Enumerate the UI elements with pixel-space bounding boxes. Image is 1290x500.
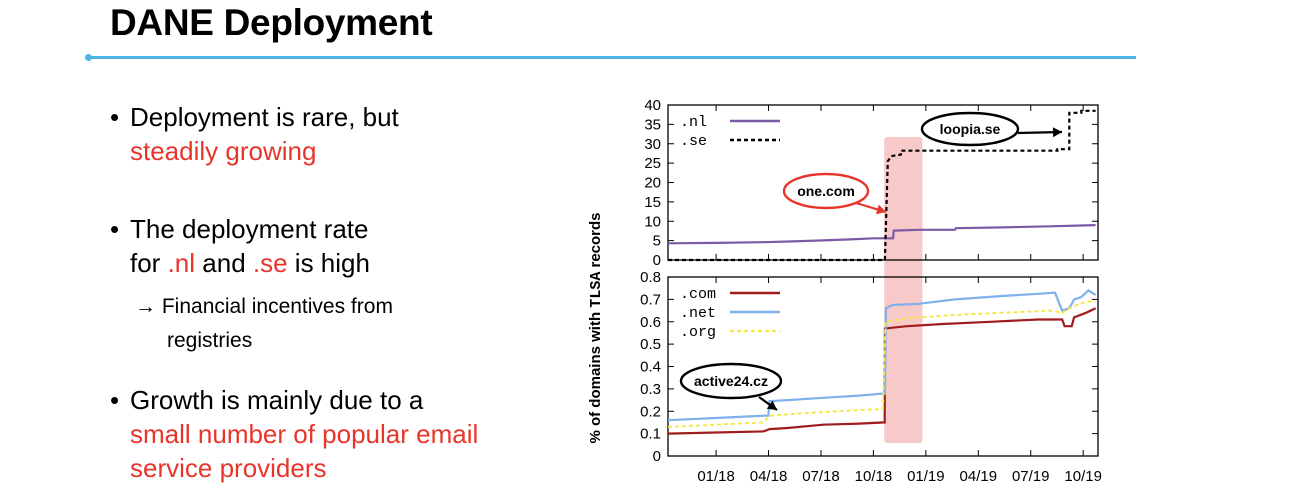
x-tick-label: 07/18 [802,468,840,485]
legend-layer: .nl .se .com .net .org [680,114,780,341]
y-axis-label-pre: % of domains with [587,308,604,444]
y-tick-label: 40 [644,97,661,114]
series-line-org [667,300,1096,428]
x-tick-label: 07/19 [1012,468,1050,485]
annotation-active24-label: active24.cz [694,373,768,389]
bullet-highlight: small number of popular email [130,419,479,449]
y-tick-label: 0 [653,448,661,465]
y-tick-label: 10 [644,213,661,230]
bullet-text-line2: for .nl and .se is high [130,246,370,280]
annotation-loopia-ellipse [920,111,1020,147]
legend-label-nl: .nl [680,114,707,131]
annotation-loopia-arrow-head [1052,127,1062,138]
annotation-one-com-label: one.com [797,183,855,199]
highlight-layer [884,137,923,443]
y-tick-label: 0.5 [640,336,661,353]
bullet-highlight-line3: service providers [130,453,327,483]
y-tick-label: 0.4 [640,359,661,376]
y-tick-label: 20 [644,175,661,192]
highlight-window [884,137,923,443]
bullet-marker: • [110,102,120,132]
axes-layer: 0 5 10 15 20 25 30 35 40 0 0.1 0.2 0.3 0.4 0.5 0.6 0.7 0.… [640,97,1102,485]
chart-svg: 0 5 10 15 20 25 30 35 40 0 0.1 0.2 0.3 0.4 0.5 0.6 0.7 0.… [587,97,1102,485]
dane-deployment-chart: 0 5 10 15 20 25 30 35 40 0 0.1 0.2 0.3 0.4 0.5 0.6 0.7 0.… [560,88,1120,493]
y-tick-label: 0.1 [640,426,661,443]
y-tick-label: 25 [644,155,661,172]
bullet-text-post: is high [287,248,370,278]
y-tick-label: 0.6 [640,314,661,331]
y-tick-label: 30 [644,136,661,153]
y-tick-label: 0.2 [640,403,661,420]
sub-bullet-text: Financial incentives from [161,295,393,318]
series-line-se [668,109,1096,262]
bullet-highlight: steadily growing [130,136,317,166]
y-tick-label: 0 [653,252,661,269]
annotation-one-com-arrow-head [875,204,886,215]
legend-label-org: .org [680,324,716,341]
y-axis-label-post: records [587,212,604,271]
slide-title: DANE Deployment [110,2,433,43]
annotation-active24-arrow-head [766,400,777,410]
y-tick-label: 0.7 [640,291,661,308]
y-tick-label: 0.8 [640,269,661,286]
title-divider-dot [85,54,92,61]
x-tick-label: 01/18 [697,468,735,485]
y-tick-label: 0.3 [640,381,661,398]
y-tick-label: 15 [644,194,661,211]
panel-frame [667,104,1099,261]
y-tick-label: 35 [644,116,661,133]
bullet-growth: • Growth is mainly due to a small number… [110,383,478,485]
x-tick-label: 01/19 [907,468,945,485]
bullet-deployment-rate: • The deployment rate for .nl and .se is… [110,212,370,280]
bullet-text: The deployment rate [130,214,369,244]
legend-label-se: .se [680,133,707,150]
bullet-text: Deployment is rare, but [130,102,399,132]
annotation-loopia-label: loopia.se [940,121,1001,137]
x-tick-label: 04/19 [960,468,998,485]
bullet-text-mid: and [195,248,253,278]
bullet-marker: • [110,214,120,244]
x-tick-label: 10/19 [1064,468,1102,485]
bullet-deployment-rare: • Deployment is rare, but steadily growi… [110,100,399,168]
bullet-text: Growth is mainly due to a [130,385,424,415]
x-tick-label: 04/18 [750,468,788,485]
y-axis-label: % of domains with TLSA records [587,212,605,443]
bullet-text-pre: for [130,248,168,278]
bullet-marker: • [110,385,120,415]
series-line-net [667,289,1097,422]
sub-bullet-incentives: → Financial incentives from registries [135,290,393,358]
tld-se: .se [252,248,288,278]
annotation-layer: one.com loopia.se active24.cz [679,111,1063,411]
tld-nl: .nl [167,248,196,278]
legend-label-net: .net [680,305,716,322]
x-tick-label: 10/18 [855,468,893,485]
annotation-one-com-ellipse [782,172,870,210]
sub-bullet-text-line2: registries [167,329,253,352]
title-divider [88,56,1136,59]
legend-label-com: .com [680,286,716,303]
annotation-active24-ellipse [679,362,783,400]
arrow-icon: → [135,295,156,318]
y-tick-label: 5 [653,233,661,250]
series-line-nl [667,224,1096,245]
series-line-com [667,307,1097,435]
y-axis-label-mono: TLSA [588,272,605,308]
